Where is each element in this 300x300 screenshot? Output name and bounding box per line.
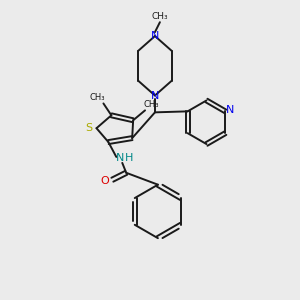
Text: O: O	[100, 176, 109, 186]
Text: CH₃: CH₃	[143, 100, 159, 109]
Text: N: N	[226, 105, 235, 116]
Text: N: N	[151, 31, 159, 41]
Text: CH₃: CH₃	[90, 93, 105, 102]
Text: S: S	[85, 123, 92, 133]
Text: H: H	[125, 153, 134, 163]
Text: N: N	[116, 153, 124, 163]
Text: N: N	[151, 91, 159, 100]
Text: CH₃: CH₃	[152, 12, 168, 21]
